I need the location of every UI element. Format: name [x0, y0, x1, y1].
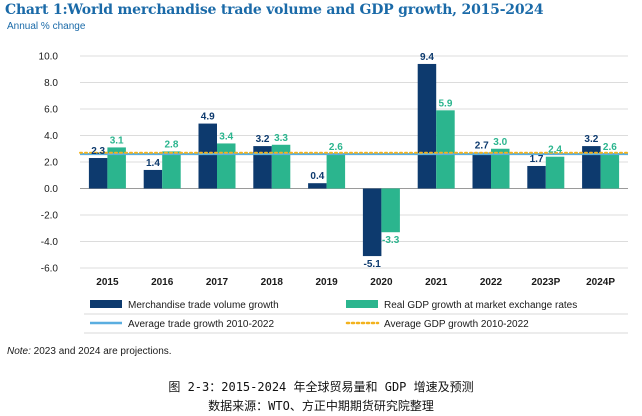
data-label: -5.1: [364, 259, 382, 270]
y-tick-label: 2.0: [44, 158, 58, 169]
bar: [527, 165, 546, 189]
data-label: 4.9: [201, 112, 215, 123]
y-tick-label: 4.0: [44, 131, 58, 142]
legend-swatch: [346, 300, 378, 308]
bar: [308, 183, 327, 189]
data-label: 9.4: [420, 52, 434, 63]
note-prefix: Note:: [7, 346, 31, 357]
data-label: 3.1: [110, 135, 124, 146]
bar: [417, 63, 437, 189]
data-label: 2.6: [329, 142, 343, 153]
bar: [472, 152, 491, 189]
chart-plot: 2.3 3.1 1.4 2.8 4.9 3.4 3.2 3.3 0.4 2.6 -5.1 -3.3 9.…: [39, 52, 629, 334]
figure-caption: 图 2-3：2015-2024 年全球贸易量和 GDP 增速及预测: [168, 380, 474, 394]
data-label: 1.4: [146, 158, 160, 169]
data-label: 3.4: [219, 131, 233, 142]
data-label: 3.0: [493, 137, 507, 148]
data-label: 3.3: [274, 133, 288, 144]
x-tick-label: 2021: [425, 277, 448, 288]
axis-ticks: 10.0 8.0 6.0 4.0 2.0 0.0 -2.0 -4.0 -6.0 2015 2016 2…: [39, 52, 616, 289]
bar: [143, 169, 163, 189]
x-tick-label: 2022: [480, 277, 503, 288]
source-caption: 数据来源：WTO、方正中期期货研究院整理: [208, 399, 434, 413]
bars: [88, 63, 620, 257]
data-label: -3.3: [382, 235, 400, 246]
bar: [198, 123, 217, 189]
bar: [362, 188, 382, 257]
legend-label: Average trade growth 2010-2022: [128, 319, 274, 330]
bar: [271, 144, 291, 189]
x-tick-label: 2023P: [531, 277, 560, 288]
note: Note: 2023 and 2024 are projections.: [7, 346, 172, 357]
y-tick-label: -6.0: [41, 264, 59, 275]
bar: [436, 110, 455, 189]
legend-label: Merchandise trade volume growth: [128, 300, 279, 311]
bar: [381, 188, 400, 233]
x-tick-label: 2024P: [586, 277, 615, 288]
y-tick-label: 0.0: [44, 184, 58, 195]
bar: [582, 146, 601, 189]
y-tick-label: -4.0: [41, 237, 59, 248]
legend-label: Average GDP growth 2010-2022: [384, 319, 529, 330]
x-tick-label: 2016: [151, 277, 174, 288]
chart-title: Chart 1:World merchandise trade volume a…: [5, 2, 544, 18]
legend: Merchandise trade volume growth Real GDP …: [84, 300, 628, 334]
y-tick-label: 8.0: [44, 78, 58, 89]
x-tick-label: 2020: [370, 277, 393, 288]
bar: [600, 154, 620, 189]
legend-swatch: [90, 300, 122, 308]
data-label: 5.9: [438, 98, 452, 109]
x-tick-label: 2019: [315, 277, 338, 288]
x-tick-label: 2018: [261, 277, 284, 288]
data-label: 2.4: [548, 145, 562, 156]
bar: [545, 156, 565, 189]
data-label: 1.7: [530, 154, 544, 165]
x-tick-label: 2015: [96, 277, 119, 288]
reference-lines: [79, 151, 629, 156]
y-tick-label: -2.0: [41, 211, 59, 222]
bar: [253, 146, 272, 189]
y-tick-label: 6.0: [44, 105, 58, 116]
bar: [107, 147, 126, 189]
y-tick-label: 10.0: [39, 52, 59, 63]
data-label: 3.2: [584, 134, 598, 145]
legend-label: Real GDP growth at market exchange rates: [384, 300, 577, 311]
value-labels: 2.3 3.1 1.4 2.8 4.9 3.4 3.2 3.3 0.4 2.6 -5.1 -3.3 9.…: [91, 52, 617, 270]
bar: [88, 158, 108, 189]
data-label: 0.4: [310, 171, 324, 182]
note-text: 2023 and 2024 are projections.: [30, 346, 172, 357]
bar: [326, 154, 346, 189]
bar: [162, 151, 181, 189]
data-label: 2.6: [603, 142, 617, 153]
data-label: 3.2: [256, 134, 270, 145]
x-tick-label: 2017: [206, 277, 229, 288]
bar: [217, 143, 236, 189]
bar: [491, 148, 510, 189]
data-label: 2.3: [91, 146, 105, 157]
chart-subtitle: Annual % change: [7, 21, 86, 32]
data-label: 2.8: [164, 139, 178, 150]
data-label: 2.7: [475, 141, 489, 152]
